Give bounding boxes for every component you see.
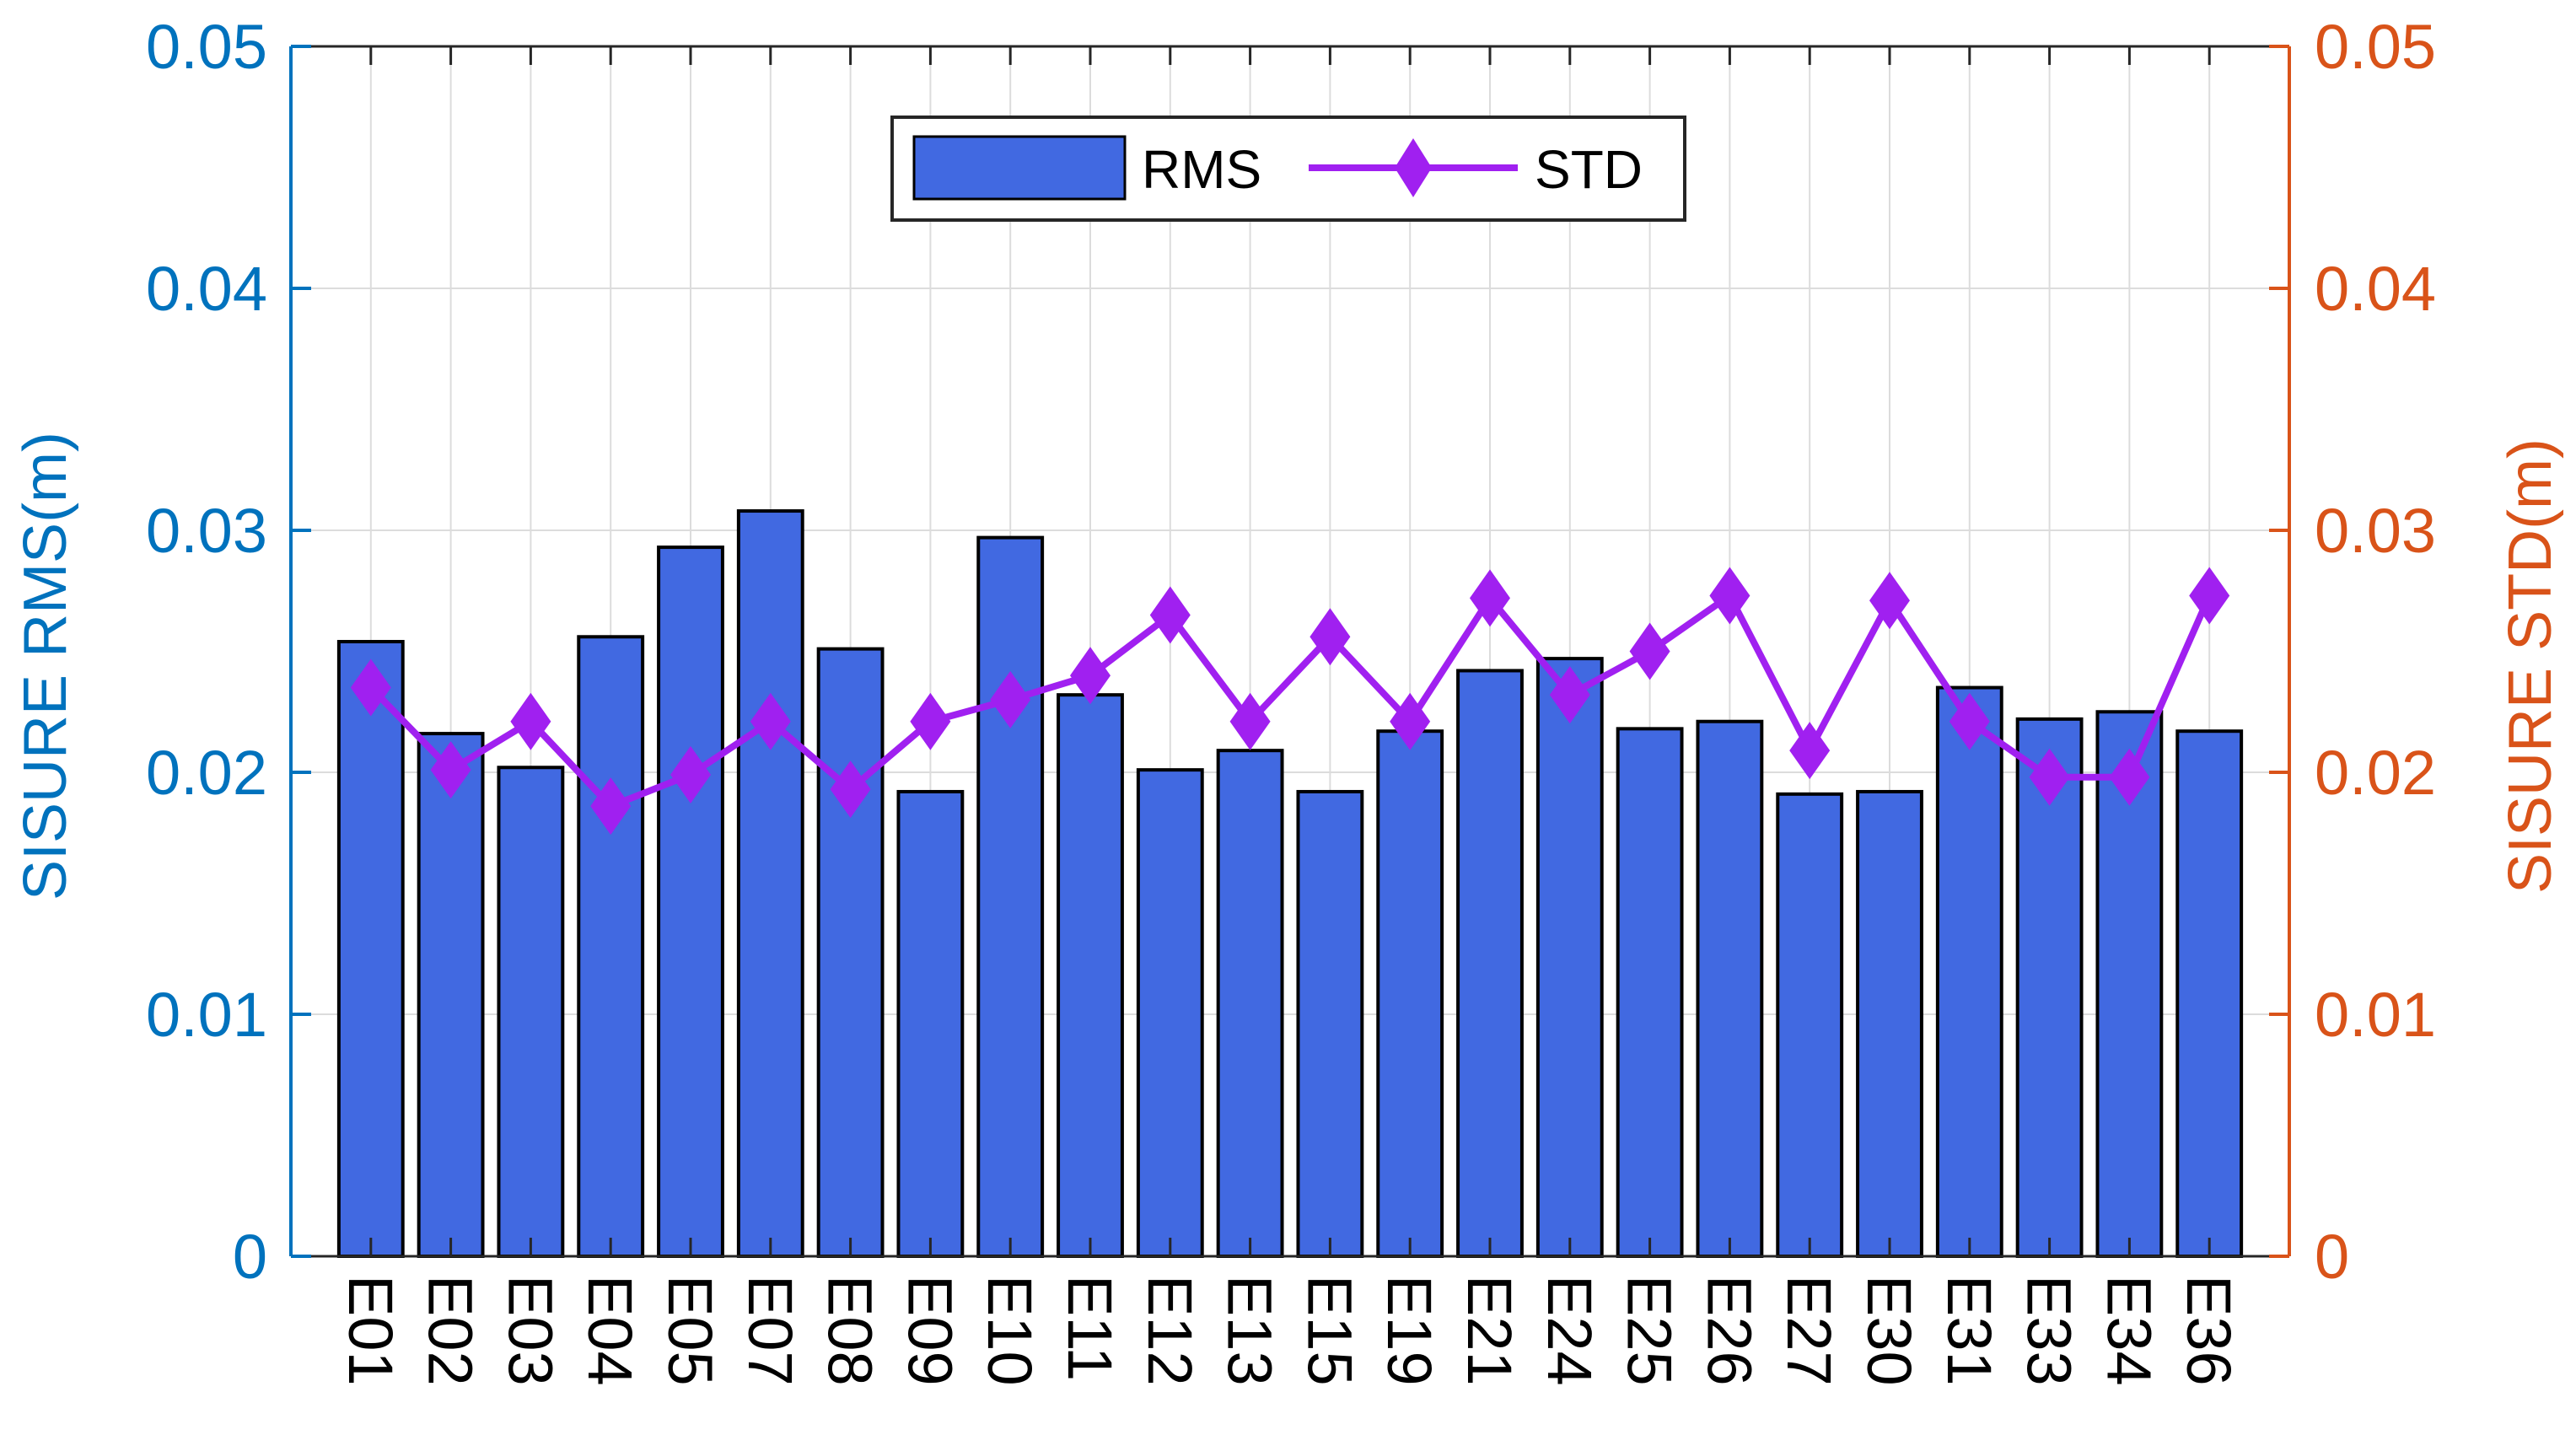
y-tick-label-right: 0.04 bbox=[2315, 254, 2436, 324]
bar-rms-e15 bbox=[1296, 789, 1364, 1258]
x-tick-label-e36: E36 bbox=[2174, 1275, 2244, 1386]
bar-rms-e33 bbox=[2015, 717, 2084, 1258]
legend: RMS STD bbox=[890, 116, 1686, 222]
x-tick-label-e08: E08 bbox=[815, 1275, 885, 1386]
marker-std-e19 bbox=[1390, 692, 1431, 750]
y-tick-label-left: 0.05 bbox=[146, 12, 267, 82]
marker-std-e27 bbox=[1789, 722, 1831, 780]
y-tick-label-right: 0.03 bbox=[2315, 496, 2436, 566]
marker-std-e12 bbox=[1149, 586, 1191, 644]
x-tick-label-e19: E19 bbox=[1374, 1275, 1444, 1386]
axes bbox=[289, 45, 2291, 1258]
marker-std-e01 bbox=[350, 658, 391, 717]
bar-rms-e10 bbox=[976, 535, 1045, 1258]
bar-rms-e36 bbox=[2175, 729, 2244, 1258]
marker-std-e07 bbox=[750, 692, 791, 750]
y-axis-left-title: SISURE RMS(m) bbox=[12, 432, 79, 900]
x-tick-label-e02: E02 bbox=[416, 1275, 486, 1386]
bar-rms-e05 bbox=[657, 546, 724, 1258]
marker-std-e31 bbox=[1949, 692, 1990, 750]
legend-label-rms: RMS bbox=[1142, 139, 1261, 200]
marker-std-e02 bbox=[430, 741, 471, 799]
x-tick-label-e12: E12 bbox=[1135, 1275, 1205, 1386]
x-tick-label-e33: E33 bbox=[2014, 1275, 2084, 1386]
x-tick-label-e11: E11 bbox=[1055, 1275, 1125, 1381]
tick-labels: 0 0 0.01 0.01 0.02 0.02 0.03 0.03 0.04 0.04 0.05 0.… bbox=[146, 12, 2436, 1386]
bar-rms-e04 bbox=[577, 635, 645, 1258]
legend-label-std: STD bbox=[1535, 139, 1643, 200]
bar-rms-e08 bbox=[816, 647, 885, 1258]
marker-std-e13 bbox=[1229, 692, 1271, 750]
bar-rms-e27 bbox=[1776, 792, 1844, 1258]
x-tick-label-e03: E03 bbox=[495, 1275, 565, 1386]
bar-rms-e03 bbox=[497, 766, 565, 1258]
x-tick-label-e01: E01 bbox=[336, 1275, 406, 1386]
x-tick-label-e04: E04 bbox=[575, 1275, 645, 1386]
y-tick-label-left: 0.01 bbox=[146, 980, 267, 1050]
marker-std-e11 bbox=[1070, 647, 1111, 705]
bar-rms-e09 bbox=[896, 789, 965, 1258]
x-tick-label-e34: E34 bbox=[2094, 1275, 2164, 1386]
y-tick-label-right: 0 bbox=[2315, 1222, 2349, 1292]
x-tick-label-e30: E30 bbox=[1854, 1275, 1924, 1386]
bar-rms-e12 bbox=[1136, 768, 1204, 1258]
x-tick-label-e27: E27 bbox=[1774, 1275, 1844, 1386]
bar-rms-e07 bbox=[736, 509, 804, 1258]
marker-std-e25 bbox=[1629, 622, 1670, 680]
x-tick-label-e05: E05 bbox=[655, 1275, 725, 1386]
marker-std-e05 bbox=[670, 745, 711, 803]
marker-std-e15 bbox=[1310, 608, 1351, 666]
y-tick-label-right: 0.05 bbox=[2315, 12, 2436, 82]
x-tick-label-e21: E21 bbox=[1455, 1275, 1525, 1386]
y-axis-right-title: SISURE STD(m) bbox=[2497, 438, 2564, 894]
bar-rms-e25 bbox=[1616, 727, 1684, 1258]
bar-rms-e31 bbox=[1935, 685, 2003, 1258]
marker-std-e03 bbox=[510, 692, 551, 750]
marker-std-e36 bbox=[2189, 567, 2230, 625]
x-tick-label-e15: E15 bbox=[1294, 1275, 1364, 1386]
x-tick-label-e09: E09 bbox=[895, 1275, 965, 1386]
bar-rms-e19 bbox=[1376, 729, 1444, 1258]
bar-rms-e02 bbox=[417, 732, 485, 1258]
bar-rms-e01 bbox=[336, 640, 405, 1258]
x-tick-label-e31: E31 bbox=[1934, 1275, 2004, 1386]
std-polyline bbox=[368, 590, 2213, 810]
legend-marker-std bbox=[1395, 138, 1432, 197]
std-line bbox=[350, 567, 2230, 836]
bar-rms-e21 bbox=[1456, 669, 1524, 1258]
legend-swatch-rms bbox=[912, 135, 1127, 201]
x-tick-label-e10: E10 bbox=[975, 1275, 1045, 1386]
marker-std-e09 bbox=[910, 692, 951, 750]
y-tick-label-left: 0.02 bbox=[146, 738, 267, 808]
bar-rms-e26 bbox=[1696, 719, 1764, 1258]
y-tick-label-left: 0 bbox=[233, 1222, 267, 1292]
x-tick-label-e26: E26 bbox=[1694, 1275, 1764, 1386]
marker-std-e30 bbox=[1869, 572, 1910, 630]
marker-std-e04 bbox=[590, 777, 632, 836]
bar-rms-e24 bbox=[1535, 657, 1604, 1258]
marker-std-e24 bbox=[1549, 666, 1590, 724]
x-tick-label-e13: E13 bbox=[1215, 1275, 1285, 1386]
marker-std-e21 bbox=[1470, 569, 1510, 627]
marker-std-e08 bbox=[830, 760, 871, 819]
bar-rms-e30 bbox=[1856, 789, 1923, 1258]
y-tick-label-right: 0.01 bbox=[2315, 980, 2436, 1050]
x-tick-label-e25: E25 bbox=[1615, 1275, 1685, 1386]
y-tick-label-left: 0.04 bbox=[146, 254, 267, 324]
marker-std-e26 bbox=[1709, 567, 1750, 625]
y-tick-label-left: 0.03 bbox=[146, 496, 267, 566]
marker-std-e33 bbox=[2029, 748, 2070, 806]
x-tick-label-e07: E07 bbox=[735, 1275, 805, 1386]
marker-std-e34 bbox=[2109, 748, 2150, 806]
rms-bars bbox=[336, 509, 2244, 1258]
y-tick-label-right: 0.02 bbox=[2315, 738, 2436, 808]
marker-std-e10 bbox=[990, 670, 1031, 728]
bar-rms-e13 bbox=[1216, 749, 1284, 1258]
bar-rms-e11 bbox=[1057, 693, 1124, 1258]
x-tick-label-e24: E24 bbox=[1535, 1275, 1605, 1386]
